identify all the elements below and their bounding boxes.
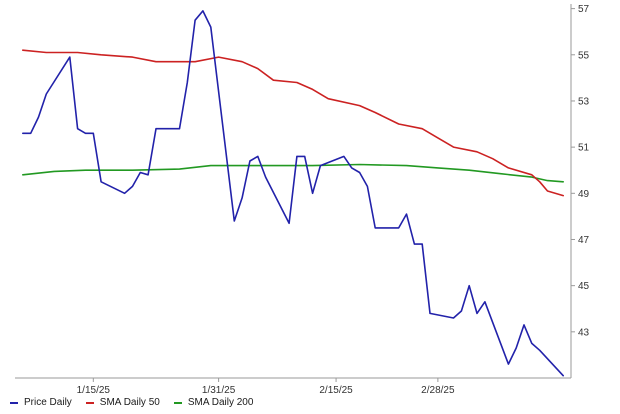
y-tick-label: 53: [578, 96, 590, 107]
y-tick-label: 57: [578, 4, 590, 15]
x-tick-label: 2/28/25: [421, 385, 455, 396]
x-tick-label: 1/31/25: [202, 385, 236, 396]
legend-label-price-daily: Price Daily: [24, 396, 72, 408]
series-line-sma-daily-200: [21, 163, 565, 183]
series-line-sma-daily-50: [21, 49, 565, 197]
y-tick-label: 49: [578, 189, 590, 200]
y-tick-label: 51: [578, 143, 590, 154]
x-tick-label: 1/15/25: [77, 385, 111, 396]
x-tick-label: 2/15/25: [319, 385, 353, 396]
y-axis-ticks: 57 55 53 51 49 47 45 43: [571, 4, 590, 338]
legend-swatch-sma-200: [173, 401, 182, 404]
series-line-price-daily: [21, 10, 565, 377]
legend-swatch-sma-50: [85, 401, 94, 404]
legend-swatch-price-daily: [10, 401, 18, 404]
legend-item-sma-50: SMA Daily 50: [85, 396, 160, 408]
y-tick-label: 47: [578, 235, 590, 246]
legend-label-sma-200: SMA Daily 200: [187, 396, 254, 408]
legend-item-sma-200: SMA Daily 200: [173, 396, 254, 408]
y-tick-label: 45: [578, 281, 590, 292]
chart-legend: Price Daily SMA Daily 50 SMA Daily 200: [10, 394, 253, 410]
legend-label-sma-50: SMA Daily 50: [99, 396, 160, 408]
series-layer: [21, 10, 565, 377]
y-tick-label: 55: [578, 50, 590, 61]
legend-item-price-daily: Price Daily: [10, 397, 72, 408]
x-axis-ticks: 1/15/25 1/31/25 2/15/25 2/28/25: [77, 378, 455, 396]
y-tick-label: 43: [578, 327, 590, 338]
